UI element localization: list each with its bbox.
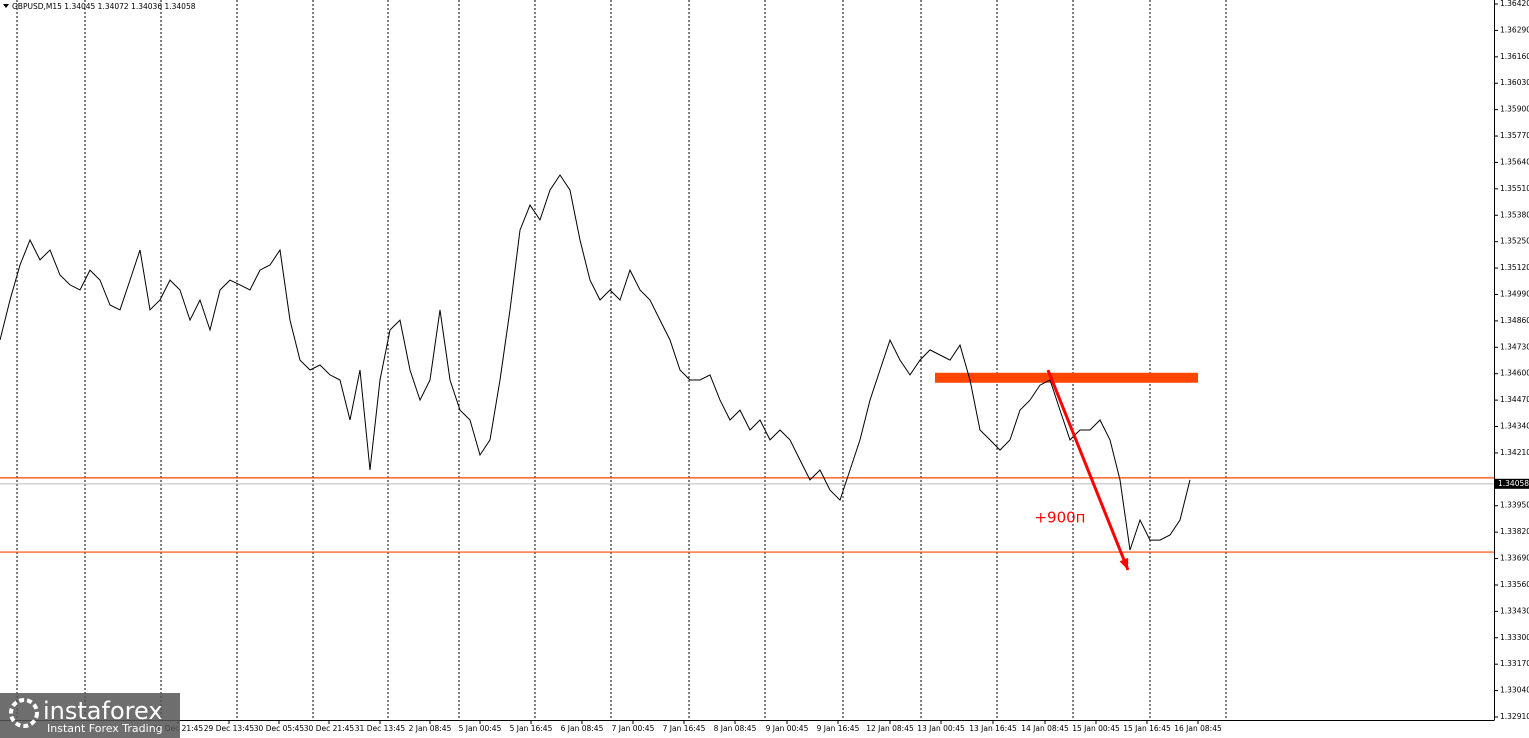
title-arrow [3,4,9,8]
y-tick-label: 1.35640 [1500,157,1529,166]
y-tick-label: 1.36290 [1500,25,1529,34]
y-tick-label: 1.35510 [1500,184,1529,193]
y-tick-label: 1.36420 [1500,0,1529,8]
y-tick-label: 1.36030 [1500,78,1529,87]
y-tick-label: 1.34990 [1500,289,1529,298]
chart-title: GBPUSD,M15 1.34045 1.34072 1.34036 1.340… [12,2,196,11]
x-tick-label: 8 Jan 08:45 [714,724,757,733]
y-tick-label: 1.33040 [1500,686,1529,695]
x-tick-label: 9 Jan 16:45 [817,724,860,733]
y-tick-label: 1.35770 [1500,131,1529,140]
y-tick-label: 1.34860 [1500,316,1529,325]
arrow-head [1119,557,1129,570]
y-tick-label: 1.33690 [1500,554,1529,563]
x-tick-label: 13 Jan 16:45 [969,724,1017,733]
annotation: +900п [1034,508,1085,526]
x-tick-label: 9 Jan 00:45 [766,724,809,733]
x-tick-label: 13 Jan 00:45 [917,724,965,733]
x-tick-label: 7 Jan 00:45 [612,724,655,733]
y-tick-label: 1.36160 [1500,52,1529,61]
resistance-zone [935,372,1198,383]
x-tick-label: 6 Jan 08:45 [561,724,604,733]
x-tick-label: 16 Jan 08:45 [1174,724,1222,733]
price-label-box [1495,478,1529,489]
y-tick-label: 1.33950 [1500,501,1529,510]
y-tick-label: 1.35250 [1500,237,1529,246]
x-tick-label: 2 Jan 08:45 [409,724,452,733]
y-tick-label: 1.33170 [1500,659,1529,668]
y-tick-label: 1.33430 [1500,606,1529,615]
x-tick-label: 7 Jan 16:45 [663,724,706,733]
y-tick-label: 1.34600 [1500,369,1529,378]
price-line [0,174,1191,551]
y-tick-label: 1.35380 [1500,210,1529,219]
x-tick-label: 15 Jan 16:45 [1123,724,1171,733]
y-tick-label: 1.33560 [1500,580,1529,589]
logo-tagline: Instant Forex Trading [47,722,163,735]
x-tick-label: 30 Dec 05:45 [254,724,305,733]
y-tick-label: 1.33300 [1500,633,1529,642]
y-tick-label: 1.34210 [1500,448,1529,457]
x-tick-label: 12 Jan 08:45 [866,724,914,733]
x-tick-label: 5 Jan 16:45 [510,724,553,733]
x-tick-label: 29 Dec 13:45 [204,724,255,733]
y-tick-label: 1.35120 [1500,263,1529,272]
y-tick-label: 1.33820 [1500,527,1529,536]
logo-icon [9,698,39,728]
logo-brand: instaforex [43,697,163,725]
y-tick-label: 1.32910 [1500,712,1529,721]
y-tick-label: 1.34470 [1500,395,1529,404]
y-tick-label: 1.34730 [1500,342,1529,351]
x-tick-label: 30 Dec 21:45 [304,724,355,733]
y-tick-label: 1.34340 [1500,422,1529,431]
arrow-shaft [1046,369,1130,571]
y-tick-label: 1.35900 [1500,105,1529,114]
x-tick-label: 31 Dec 13:45 [355,724,406,733]
x-tick-label: 14 Jan 08:45 [1021,724,1069,733]
x-tick-label: 15 Jan 00:45 [1072,724,1120,733]
price-label: 1.34058 [1498,479,1529,488]
x-tick-label: 5 Jan 00:45 [459,724,502,733]
day-separators [16,0,1227,720]
